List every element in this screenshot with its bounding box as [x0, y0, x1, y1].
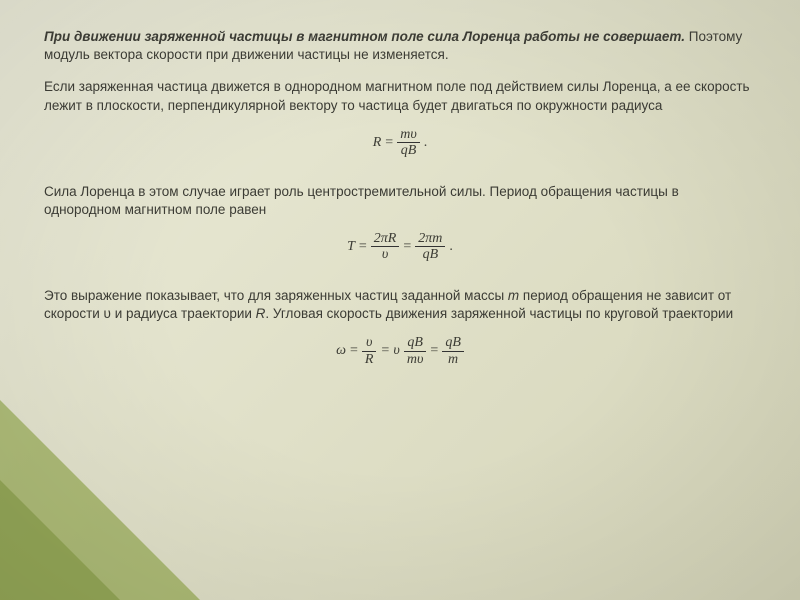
p3-c: . Угловая скорость движения заряженной ч…	[265, 306, 733, 321]
f3-eq2: =	[430, 343, 438, 359]
paragraph-3: Это выражение показывает, что для заряже…	[44, 287, 756, 323]
f2-lhs: T	[347, 239, 355, 255]
paragraph-1: Если заряженная частица движется в однор…	[44, 78, 756, 114]
p3-R: R	[256, 306, 266, 321]
f3-mid: = υ	[380, 343, 399, 359]
f3-lhs: ω	[336, 343, 346, 359]
f3-f1den: R	[362, 352, 377, 367]
f2-eq2: =	[403, 239, 411, 255]
f2-eq: =	[359, 239, 367, 255]
f3-eq: =	[350, 343, 358, 359]
formula-omega: ω = υ R = υ qB mυ = qB m	[44, 335, 756, 367]
f2-f2num: 2πm	[415, 231, 445, 247]
f3-f3num: qB	[442, 335, 464, 351]
paragraph-2: Сила Лоренца в этом случае играет роль ц…	[44, 183, 756, 219]
lead-bold: При движении заряженной частицы в магнит…	[44, 29, 685, 44]
f2-f2den: qB	[415, 247, 445, 262]
f3-f3den: m	[442, 352, 464, 367]
corner-accent-inner	[0, 480, 120, 600]
f1-eq: =	[385, 135, 393, 151]
f1-den: qB	[397, 143, 420, 158]
lead-paragraph: При движении заряженной частицы в магнит…	[44, 28, 756, 64]
formula-period: T = 2πR υ = 2πm qB .	[44, 231, 756, 263]
slide-content: При движении заряженной частицы в магнит…	[0, 0, 800, 411]
f2-f1num: 2πR	[371, 231, 400, 247]
p3-m: m	[508, 288, 519, 303]
f3-f2num: qB	[404, 335, 427, 351]
f3-f1num: υ	[362, 335, 377, 351]
f2-tail: .	[449, 239, 453, 255]
f3-f2den: mυ	[404, 352, 427, 367]
f2-f1den: υ	[371, 247, 400, 262]
f1-num: mυ	[397, 127, 420, 143]
formula-radius: R = mυ qB .	[44, 127, 756, 159]
f1-lhs: R	[373, 135, 382, 151]
f1-tail: .	[424, 135, 428, 151]
p3-a: Это выражение показывает, что для заряже…	[44, 288, 508, 303]
